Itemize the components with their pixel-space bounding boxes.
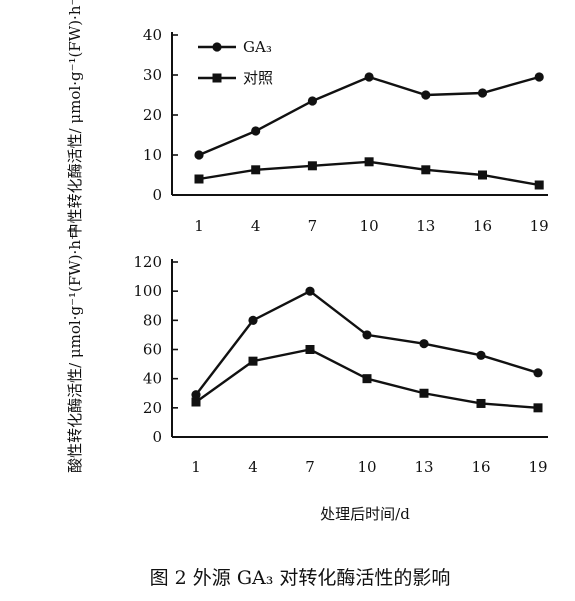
- acid-invertase-chart: 0 20 40 60 80 100 120 1 4 7 10 13 16 19 酸性转化酶活性/ μmol·…: [66, 226, 548, 476]
- y-tick-label: 80: [143, 311, 162, 329]
- neutral-invertase-chart: 0 10 20 30 40 1 4 7 10 13 16 19 中性转化酶活性/ μmol·g⁻¹(FW…: [66, 0, 549, 238]
- control-data-point: [534, 180, 544, 190]
- y-tick-label: 30: [143, 66, 162, 84]
- y-tick-label: 10: [143, 146, 162, 164]
- control-data-point: [364, 157, 374, 167]
- legend-circle-marker: [212, 42, 222, 52]
- y-tick-label: 120: [133, 253, 162, 271]
- y-axis-title: 酸性转化酶活性/ μmol·g⁻¹(FW)·h⁻¹: [66, 226, 84, 473]
- ga3-data-point: [251, 126, 261, 136]
- control-data-point: [362, 374, 372, 384]
- x-tick-label: 13: [416, 217, 435, 235]
- y-tick-label: 20: [143, 399, 162, 417]
- legend-label: GA₃: [243, 38, 272, 56]
- y-tick-label: 0: [152, 428, 162, 446]
- control-data-point: [476, 398, 486, 408]
- x-tick-label: 19: [530, 217, 549, 235]
- ga3-data-point: [476, 350, 486, 360]
- control-data-point: [421, 165, 431, 175]
- y-tick-label: 0: [152, 186, 162, 204]
- control-data-point: [194, 174, 204, 184]
- x-tick-label: 10: [360, 217, 379, 235]
- x-tick-label: 16: [473, 217, 492, 235]
- y-tick-label: 20: [143, 106, 162, 124]
- ga3-data-point: [364, 72, 374, 82]
- legend: GA₃ 对照: [198, 38, 273, 87]
- ga3-data-point: [305, 286, 315, 296]
- control-data-point: [191, 397, 201, 407]
- control-data-point: [419, 388, 429, 398]
- x-tick-label: 1: [194, 217, 204, 235]
- x-tick-label: 16: [471, 458, 490, 476]
- x-tick-label: 10: [357, 458, 376, 476]
- x-tick-label: 7: [308, 217, 318, 235]
- ga3-data-point: [248, 315, 258, 325]
- x-tick-label: 19: [528, 458, 547, 476]
- y-tick-label: 40: [143, 26, 162, 44]
- control-data-point: [305, 345, 315, 354]
- ga3-series-line: [198, 75, 540, 157]
- ga3-data-point: [307, 96, 317, 106]
- ga3-data-point: [362, 330, 372, 340]
- ga3-data-point: [534, 72, 544, 82]
- ga3-data-point: [477, 88, 488, 98]
- y-axis-title: 中性转化酶活性/ μmol·g⁻¹(FW)·h⁻¹: [66, 0, 84, 238]
- ga3-data-point: [533, 368, 543, 378]
- control-data-point: [248, 356, 258, 366]
- ga3-data-point: [419, 339, 429, 349]
- y-tick-label: 40: [143, 370, 162, 388]
- x-tick-label: 13: [414, 458, 433, 476]
- ga3-data-point: [194, 150, 204, 160]
- x-axis-title: 处理后时间/d: [320, 505, 410, 523]
- control-data-point: [307, 161, 317, 171]
- x-tick-label: 4: [248, 458, 258, 476]
- ga3-data-point: [421, 90, 431, 100]
- legend-square-marker: [212, 73, 222, 83]
- y-tick-label: 60: [143, 341, 162, 359]
- control-data-point: [533, 403, 543, 413]
- figure-caption: 图 2 外源 GA₃ 对转化酶活性的影响: [150, 567, 451, 589]
- x-tick-label: 1: [191, 458, 201, 476]
- x-tick-label: 4: [251, 217, 261, 235]
- ga3-data-point: [191, 390, 201, 400]
- x-tick-label: 7: [305, 458, 315, 476]
- legend-label: 对照: [243, 69, 273, 87]
- control-data-point: [251, 165, 261, 175]
- control-data-point: [478, 170, 487, 180]
- y-tick-label: 100: [133, 282, 162, 300]
